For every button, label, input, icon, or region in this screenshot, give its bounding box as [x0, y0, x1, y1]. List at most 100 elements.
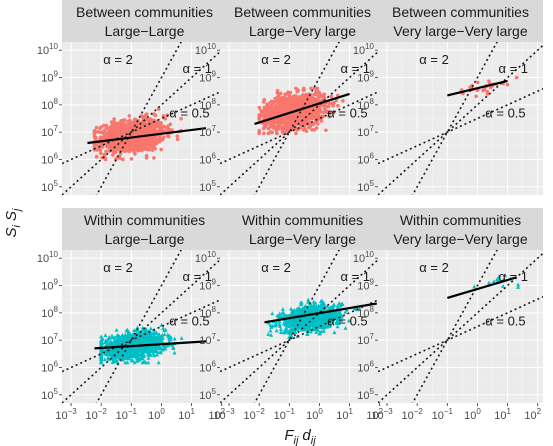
data-point	[129, 144, 134, 149]
data-point	[141, 333, 146, 338]
data-point	[121, 339, 126, 344]
data-point	[307, 114, 312, 118]
reference-line-label: α = 1	[340, 269, 370, 284]
x-tick-label: 100	[464, 407, 481, 422]
data-point	[324, 104, 329, 109]
y-tick-label: 106	[357, 359, 374, 374]
data-point	[274, 125, 279, 129]
data-point	[175, 137, 180, 142]
y-tick-label: 108	[357, 305, 374, 320]
y-axis-title: SiSj	[3, 208, 23, 237]
data-point	[163, 327, 168, 332]
data-point	[319, 119, 324, 123]
y-tick-label: 105	[41, 179, 58, 194]
y-tick-label: 108	[357, 97, 374, 112]
data-point	[274, 98, 279, 103]
data-point	[315, 86, 320, 91]
data-point	[115, 360, 120, 365]
data-point	[343, 309, 348, 314]
data-point	[284, 129, 289, 133]
data-point	[274, 328, 279, 333]
data-point	[338, 311, 343, 316]
reference-line-slope-1	[220, 252, 385, 403]
data-point	[148, 128, 152, 133]
data-point	[270, 113, 274, 118]
strip-col-label: Large−Very large	[249, 231, 356, 247]
data-point	[114, 359, 119, 364]
data-point	[156, 107, 161, 111]
data-point	[274, 120, 279, 125]
data-point	[291, 311, 296, 316]
data-point	[107, 342, 112, 347]
y-tick-label: 106	[41, 151, 58, 166]
data-point	[311, 325, 316, 329]
data-point	[98, 126, 102, 131]
data-point	[112, 117, 116, 121]
data-point	[278, 315, 283, 320]
data-point	[320, 93, 324, 98]
panel-plot-area	[62, 250, 227, 403]
reference-line-label: α = 1	[498, 61, 528, 76]
data-point	[128, 346, 133, 350]
data-point	[140, 124, 145, 128]
data-point	[287, 324, 292, 329]
data-point	[110, 335, 115, 340]
data-point	[129, 157, 134, 161]
data-point	[133, 348, 138, 352]
data-point	[268, 322, 273, 327]
data-point	[324, 313, 329, 317]
y-tick-label: 106	[199, 151, 216, 166]
data-point	[109, 120, 114, 124]
data-point	[140, 360, 145, 365]
reference-line-slope-2	[411, 42, 498, 195]
fit-line	[94, 340, 207, 350]
data-point	[166, 134, 171, 139]
fit-line	[447, 79, 508, 97]
data-point	[170, 128, 174, 132]
data-point	[129, 358, 134, 363]
reference-line-slope-2	[411, 250, 498, 403]
data-point	[111, 153, 115, 157]
data-point	[96, 129, 101, 134]
data-point	[145, 352, 150, 357]
data-point	[131, 349, 136, 354]
data-point	[161, 137, 165, 142]
data-point	[292, 317, 297, 322]
data-point	[131, 148, 136, 152]
data-point	[141, 131, 146, 135]
data-point	[270, 311, 275, 316]
data-point	[292, 321, 297, 326]
data-point	[166, 127, 171, 131]
data-point	[158, 125, 162, 129]
data-point	[305, 308, 310, 312]
data-point	[505, 82, 510, 87]
data-point	[167, 333, 172, 338]
data-point	[161, 326, 166, 330]
data-point	[149, 338, 154, 343]
data-point	[140, 143, 144, 148]
data-point	[302, 88, 306, 92]
data-point	[131, 331, 136, 336]
data-point	[279, 105, 284, 110]
data-point	[276, 104, 281, 108]
y-tick-label: 106	[41, 359, 58, 374]
reference-line-slope-0.5	[62, 88, 227, 165]
data-point	[283, 320, 288, 325]
data-point	[146, 360, 151, 365]
data-point	[147, 335, 152, 340]
data-point	[314, 126, 319, 130]
reference-line-label: α = 0.5	[327, 313, 367, 328]
data-point	[336, 103, 340, 108]
reference-line-label: α = 2	[419, 52, 449, 67]
strip-row-label: Between communities	[234, 4, 371, 20]
data-point	[316, 303, 321, 308]
data-point	[324, 128, 328, 133]
data-point	[111, 128, 116, 132]
data-point	[105, 351, 110, 355]
panel-plot-area	[62, 42, 227, 195]
data-point	[338, 303, 343, 308]
data-point	[288, 125, 292, 129]
data-point	[148, 353, 153, 357]
data-point	[123, 360, 128, 365]
